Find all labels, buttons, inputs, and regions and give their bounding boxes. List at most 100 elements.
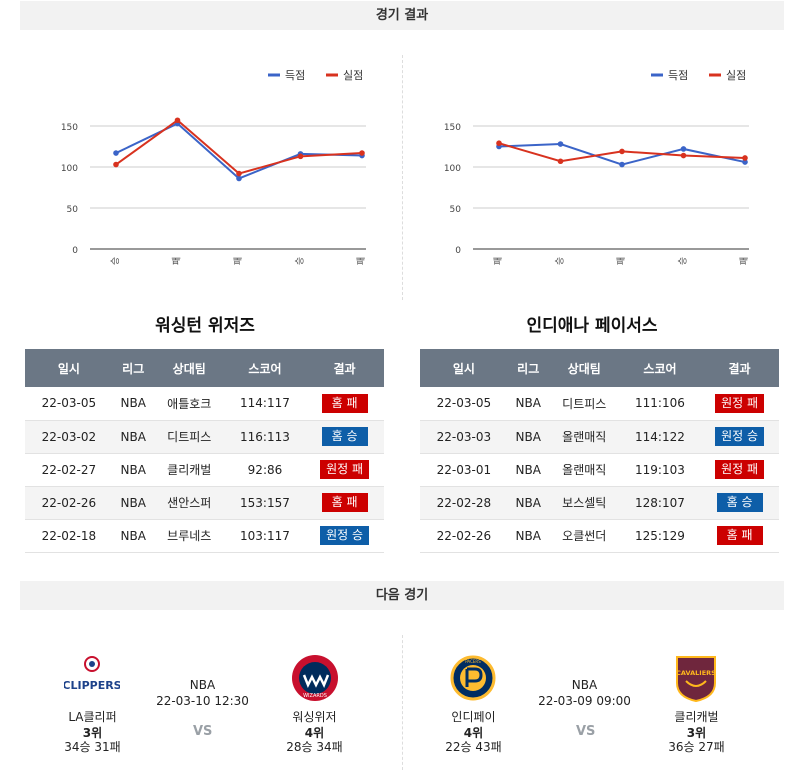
- x-tick-label: 패: [172, 257, 183, 265]
- opponent-cell: 디트피스: [548, 387, 620, 421]
- next2-away-rank: 3위: [686, 726, 707, 740]
- y-tick-label: 150: [61, 123, 78, 133]
- score-cell: 116:113: [224, 420, 306, 454]
- table-header-row: 일시 리그 상대팀 스코어 결과: [420, 349, 779, 387]
- next1-datetime: 22-03-10 12:30: [156, 694, 249, 708]
- wizards-score-chart: 0 50 100 150 승 패 패 승 패 득점 실점: [20, 55, 395, 275]
- date-cell: 22-02-26: [420, 519, 508, 553]
- opponent-cell: 애틀호크: [153, 387, 225, 421]
- result-cell: 홈 패: [305, 387, 384, 421]
- data-point: [619, 161, 625, 168]
- x-tick-label: 승: [678, 257, 689, 265]
- x-tick-label: 승: [555, 257, 566, 265]
- league-cell: NBA: [112, 387, 154, 421]
- wizards-line-chart: 0 50 100 150 승 패 패 승 패 득점 실점: [61, 69, 367, 265]
- data-point: [619, 148, 625, 155]
- pacers-logo: PACERS: [450, 655, 496, 705]
- next1-away-record: 28승 34패: [286, 740, 343, 754]
- table-row: 22-02-28 NBA 보스셀틱 128:107 홈 승: [420, 486, 779, 520]
- date-cell: 22-03-05: [25, 387, 113, 421]
- legend-label: 득점: [668, 69, 688, 82]
- data-point: [236, 175, 242, 182]
- opponent-cell: 올랜매직: [548, 453, 620, 487]
- svg-text:CLIPPERS: CLIPPERS: [64, 679, 120, 692]
- wizards-logo: WIZARDS: [290, 653, 340, 707]
- table-row: 22-03-05 NBA 애틀호크 114:117 홈 패: [25, 387, 384, 421]
- table-row: 22-03-05 NBA 디트피스 111:106 원정 패: [420, 387, 779, 421]
- col-date: 일시: [420, 349, 508, 387]
- data-point: [557, 158, 564, 165]
- score-cell: 125:129: [619, 519, 701, 553]
- x-tick-label: 패: [356, 257, 367, 265]
- date-cell: 22-02-28: [420, 486, 508, 520]
- y-tick-label: 50: [67, 205, 79, 215]
- result-cell: 홈 패: [700, 519, 779, 553]
- x-tick-label: 패: [739, 257, 750, 265]
- date-cell: 22-03-02: [25, 420, 113, 454]
- legend-label: 실점: [343, 69, 363, 82]
- date-cell: 22-02-26: [25, 486, 113, 520]
- next2-datetime: 22-03-09 09:00: [538, 694, 631, 708]
- next2-home-record: 22승 43패: [445, 740, 502, 754]
- league-cell: NBA: [507, 519, 549, 553]
- next2-home-name: 인디페이: [451, 710, 496, 724]
- score-cell: 111:106: [619, 387, 701, 421]
- col-result: 결과: [305, 349, 384, 387]
- team-title-pacers: 인디애나 페이서스: [526, 316, 658, 336]
- score-cell: 92:86: [224, 453, 306, 487]
- opponent-cell: 오클썬더: [548, 519, 620, 553]
- next2-vs: VS: [576, 724, 596, 739]
- result-cell: 원정 패: [305, 453, 384, 487]
- table-header-row: 일시 리그 상대팀 스코어 결과: [25, 349, 384, 387]
- score-cell: 114:117: [224, 387, 306, 421]
- y-tick-label: 150: [444, 123, 461, 133]
- data-point: [680, 146, 687, 152]
- result-badge: 홈 패: [716, 526, 763, 545]
- opponent-cell: 샌안스퍼: [153, 486, 225, 520]
- table-row: 22-02-26 NBA 오클썬더 125:129 홈 패: [420, 519, 779, 553]
- wizards-results-table: 일시 리그 상대팀 스코어 결과 22-03-05 NBA 애틀호크 114:117 홈…: [25, 349, 384, 553]
- svg-text:CAVALIERS: CAVALIERS: [676, 669, 716, 677]
- data-point: [174, 117, 181, 124]
- opponent-cell: 보스셀틱: [548, 486, 620, 520]
- date-cell: 22-02-18: [25, 519, 113, 553]
- next1-home-record: 34승 31패: [64, 740, 121, 754]
- pacers-score-chart: 0 50 100 150 패 승 패 승 패 득점 실점: [403, 55, 778, 275]
- y-tick-label: 100: [444, 164, 461, 174]
- date-cell: 22-03-01: [420, 453, 508, 487]
- table-row: 22-02-18 NBA 브루네츠 103:117 원정 승: [25, 519, 384, 553]
- col-opponent: 상대팀: [548, 349, 620, 387]
- next1-home-rank: 3위: [82, 726, 103, 740]
- date-cell: 22-03-03: [420, 420, 508, 454]
- result-badge: 홈 패: [321, 493, 368, 512]
- data-point: [113, 150, 119, 156]
- next2-away-record: 36승 27패: [668, 740, 725, 754]
- data-point: [742, 159, 748, 165]
- result-badge: 원정 승: [320, 526, 370, 545]
- col-score: 스코어: [224, 349, 306, 387]
- league-cell: NBA: [507, 387, 549, 421]
- y-tick-label: 0: [455, 246, 461, 256]
- opponent-cell: 브루네츠: [153, 519, 225, 553]
- data-point: [680, 152, 687, 159]
- table-row: 22-02-27 NBA 클리캐벌 92:86 원정 패: [25, 453, 384, 487]
- pacers-results-table: 일시 리그 상대팀 스코어 결과 22-03-05 NBA 디트피스 111:106 원…: [420, 349, 779, 553]
- y-tick-label: 100: [61, 164, 78, 174]
- x-tick-label: 승: [110, 257, 121, 265]
- next2-away-name: 클리캐벌: [674, 710, 719, 724]
- opponent-cell: 디트피스: [153, 420, 225, 454]
- result-cell: 홈 패: [305, 486, 384, 520]
- score-cell: 128:107: [619, 486, 701, 520]
- x-tick-label: 패: [616, 257, 627, 265]
- chart-divider: [402, 55, 403, 300]
- table-row: 22-03-02 NBA 디트피스 116:113 홈 승: [25, 420, 384, 454]
- next2-home-rank: 4위: [463, 726, 484, 740]
- x-tick-label: 승: [295, 257, 306, 265]
- data-point: [236, 170, 242, 177]
- result-cell: 원정 승: [700, 420, 779, 454]
- svg-text:PACERS: PACERS: [465, 659, 481, 664]
- next2-league: NBA: [571, 678, 598, 692]
- clippers-logo: CLIPPERS: [62, 655, 122, 701]
- league-cell: NBA: [112, 420, 154, 454]
- next1-vs: VS: [193, 724, 213, 739]
